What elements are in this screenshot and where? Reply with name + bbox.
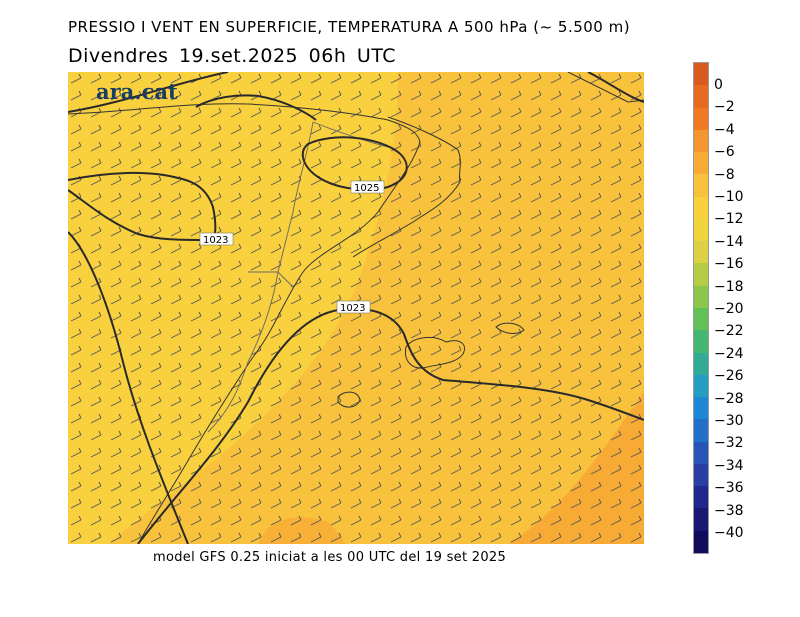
colorbar-segment [694,330,708,354]
colorbar-tick-label: −36 [714,480,744,497]
colorbar-tick-label: −32 [714,435,744,452]
borders [207,121,389,433]
forecast-date: Divendres 19.set.2025 06h UTC [68,45,397,67]
colorbar-segment [694,463,708,487]
svg-text:1025: 1025 [354,183,379,194]
colorbar-segment [694,196,708,220]
colorbar-segment [694,63,708,86]
colorbar-tick-label: 0 [714,77,723,93]
temperature-colorbar [693,62,709,554]
colorbar-segment [694,174,708,198]
colorbar-segment [694,441,708,465]
colorbar-segment [694,285,708,309]
colorbar-segment [694,85,708,109]
colorbar-segment [694,263,708,287]
isobar-label-1025: 1025 [350,180,385,194]
colorbar-segment [694,308,708,331]
weather-map: 1025 1023 1023 ara.cat [68,72,644,544]
colorbar-tick-label: −8 [714,166,735,183]
colorbar-segment [694,397,708,420]
map-title: PRESSIO I VENT EN SUPERFICIE, TEMPERATUR… [68,18,631,36]
balearic-islands [337,322,525,408]
colorbar-tick-label: −26 [714,368,744,385]
colorbar-tick-label: −34 [714,457,744,474]
colorbar-segment [694,530,708,554]
ara-cat-logo: ara.cat [96,79,178,104]
colorbar-tick-label: −6 [714,144,735,161]
colorbar-segment [694,419,708,443]
colorbar-segment [694,129,708,153]
isobar-label-1023-west: 1023 [199,232,234,246]
colorbar-tick-label: −10 [714,189,744,205]
svg-text:1023: 1023 [203,235,228,246]
colorbar-segment [694,486,708,509]
colorbar-tick-label: −4 [714,121,735,138]
coastline [68,72,644,544]
colorbar-tick-label: −38 [714,502,744,519]
colorbar-tick-label: −24 [714,345,744,362]
colorbar-segment [694,152,708,175]
colorbar-tick-label: −16 [714,256,744,273]
colorbar-tick-label: −40 [714,525,744,541]
colorbar-tick-label: −22 [714,323,744,340]
colorbar-segment [694,508,708,532]
colorbar-tick-label: −20 [714,301,744,317]
colorbar-segment [694,241,708,264]
model-info: model GFS 0.25 iniciat a les 00 UTC del … [153,550,507,565]
colorbar-segment [694,374,708,398]
colorbar-tick-label: −12 [714,211,744,228]
colorbar-segment [694,107,708,131]
colorbar-segment [694,218,708,242]
svg-text:1023: 1023 [340,303,365,314]
colorbar-tick-label: −14 [714,233,744,250]
isobars [68,72,644,544]
isobar-label-1023-south: 1023 [336,300,371,314]
colorbar-tick-label: −30 [714,413,744,429]
colorbar-tick-label: −18 [714,278,744,295]
colorbar-tick-label: −2 [714,99,735,116]
colorbar-segment [694,352,708,376]
colorbar-tick-label: −28 [714,390,744,407]
